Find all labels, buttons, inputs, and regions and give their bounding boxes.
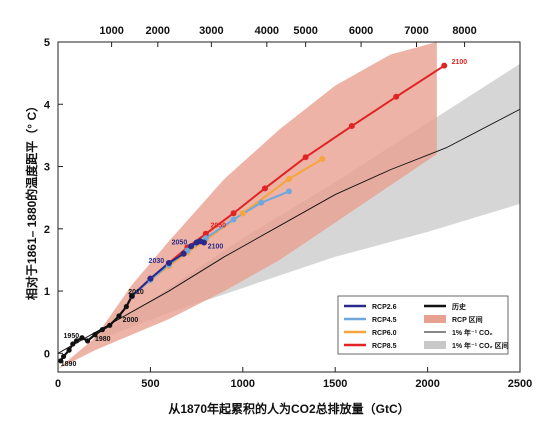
year-label: 2000: [123, 317, 139, 324]
data-point-历史: [116, 313, 122, 319]
top-tick-label: 5000: [293, 25, 317, 37]
y-axis-title: 相对于1861– 1880的温度距平（° C）: [24, 100, 39, 300]
x-tick-label: 2000: [415, 378, 439, 390]
y-axis-ticks: 0 1 2 3 4 5: [44, 37, 63, 360]
top-tick-label: 4000: [255, 25, 279, 37]
top-tick-label: 3000: [199, 25, 223, 37]
data-point-RCP8.5: [393, 93, 400, 100]
year-label: 2050: [172, 239, 188, 246]
data-point-RCP8.5: [261, 185, 268, 192]
top-tick-label: 1000: [99, 25, 123, 37]
year-label: 2100: [452, 59, 468, 66]
data-point-RCP2.6: [147, 275, 154, 282]
series-line-1% 年⁻¹ CO₂: [57, 108, 521, 354]
legend-label: 历史: [452, 302, 467, 311]
y-tick-label: 0: [44, 348, 50, 360]
legend-swatch: [424, 341, 446, 349]
year-label: 1980: [95, 336, 111, 343]
top-tick-label: 8000: [452, 25, 476, 37]
x-tick-label: 2500: [508, 378, 532, 390]
year-label: 1890: [61, 361, 77, 368]
data-point-RCP4.5: [258, 199, 265, 206]
legend-label: 1% 年⁻¹ CO₂: [452, 328, 493, 337]
series-markers: [58, 62, 448, 364]
x-tick-label: 1000: [231, 378, 255, 390]
data-point-历史: [123, 304, 129, 310]
legend-box: [337, 295, 509, 355]
data-point-RCP8.5: [441, 62, 448, 69]
data-point-历史: [79, 335, 85, 341]
y-tick-label: 4: [44, 99, 51, 111]
data-point-历史: [99, 327, 105, 333]
legend-swatch: [424, 315, 446, 323]
y-tick-label: 5: [44, 37, 50, 49]
data-point-历史: [129, 293, 135, 299]
year-annotations: 1950 1890 1980 2000 2010 2030 2050 2050 2100 2100: [61, 59, 468, 368]
data-point-RCP2.6: [165, 260, 172, 267]
x-axis-ticks: 0 500 1000 1500 2000 2500: [55, 367, 532, 390]
data-point-历史: [92, 332, 98, 338]
data-point-RCP6.0: [286, 175, 292, 182]
top-tick-label: 2000: [146, 25, 170, 37]
data-point-历史: [107, 322, 113, 328]
year-label: 2010: [128, 289, 144, 296]
y-tick-label: 2: [44, 224, 50, 236]
y-tick-label: 3: [44, 162, 50, 174]
x-axis-title: 从1870年起累积的人为CO2总排放量（GtC）: [168, 401, 409, 416]
data-point-RCP8.5: [348, 123, 355, 130]
top-tick-label: 7000: [404, 25, 428, 37]
band-RCP-区间: [58, 42, 437, 369]
data-point-RCP8.5: [302, 154, 309, 161]
x-tick-label: 500: [141, 378, 159, 390]
data-point-历史: [66, 347, 72, 353]
legend-label: RCP6.0: [372, 330, 397, 337]
data-point-RCP2.6: [188, 243, 195, 250]
top-axis-ticks: 1000 2000 3000 4000 5000 6000 7000 8000: [99, 25, 477, 47]
plot-frame: [57, 41, 521, 373]
data-point-RCP6.0: [319, 156, 326, 163]
top-tick-label: 6000: [349, 25, 373, 37]
x-tick-label: 1500: [323, 378, 347, 390]
data-point-RCP2.6: [180, 250, 187, 257]
data-point-历史: [60, 353, 67, 360]
x-tick-label: 0: [55, 378, 61, 390]
legend-label: 1% 年⁻¹ CO₂ 区间: [452, 341, 509, 350]
year-label: 2030: [149, 258, 165, 265]
data-point-RCP4.5: [230, 216, 237, 223]
year-label: 2100: [208, 244, 224, 251]
year-label: 2050: [210, 223, 226, 230]
legend-label: RCP2.6: [372, 304, 397, 311]
data-point-RCP6.0: [239, 210, 246, 217]
year-label: 1950: [64, 333, 80, 340]
data-point-历史: [70, 341, 76, 347]
data-point-历史: [73, 338, 80, 344]
legend: RCP2.6 RCP4.5 RCP6.0 RCP8.5 历史 RCP 区间 1% 年⁻¹ C…: [337, 295, 509, 355]
data-point-RCP2.6: [200, 239, 207, 246]
data-point-历史: [58, 358, 64, 364]
data-point-历史: [84, 338, 91, 344]
legend-label: RCP4.5: [372, 317, 397, 324]
data-point-RCP8.5: [202, 230, 209, 237]
data-point-RCP4.5: [286, 188, 292, 195]
legend-label: RCP 区间: [452, 315, 483, 324]
legend-label: RCP8.5: [372, 343, 397, 350]
data-point-RCP8.5: [230, 210, 237, 217]
y-tick-label: 1: [44, 286, 50, 298]
